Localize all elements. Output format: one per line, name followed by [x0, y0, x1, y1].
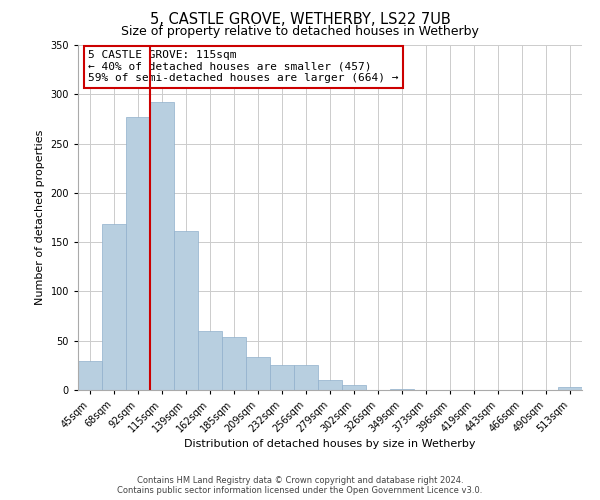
Bar	[174, 232, 198, 390]
Bar	[270, 366, 294, 390]
Bar	[198, 331, 222, 390]
X-axis label: Distribution of detached houses by size in Wetherby: Distribution of detached houses by size …	[184, 440, 476, 450]
Bar	[222, 337, 246, 390]
Y-axis label: Number of detached properties: Number of detached properties	[35, 130, 45, 305]
Text: 5 CASTLE GROVE: 115sqm
← 40% of detached houses are smaller (457)
59% of semi-de: 5 CASTLE GROVE: 115sqm ← 40% of detached…	[88, 50, 398, 84]
Bar	[102, 224, 126, 390]
Text: Contains HM Land Registry data © Crown copyright and database right 2024.
Contai: Contains HM Land Registry data © Crown c…	[118, 476, 482, 495]
Bar	[318, 380, 342, 390]
Text: 5, CASTLE GROVE, WETHERBY, LS22 7UB: 5, CASTLE GROVE, WETHERBY, LS22 7UB	[149, 12, 451, 28]
Bar	[150, 102, 174, 390]
Text: Size of property relative to detached houses in Wetherby: Size of property relative to detached ho…	[121, 25, 479, 38]
Bar	[126, 117, 150, 390]
Bar	[78, 362, 102, 390]
Bar	[342, 385, 366, 390]
Bar	[390, 389, 414, 390]
Bar	[246, 358, 270, 390]
Bar	[294, 366, 318, 390]
Bar	[558, 387, 582, 390]
